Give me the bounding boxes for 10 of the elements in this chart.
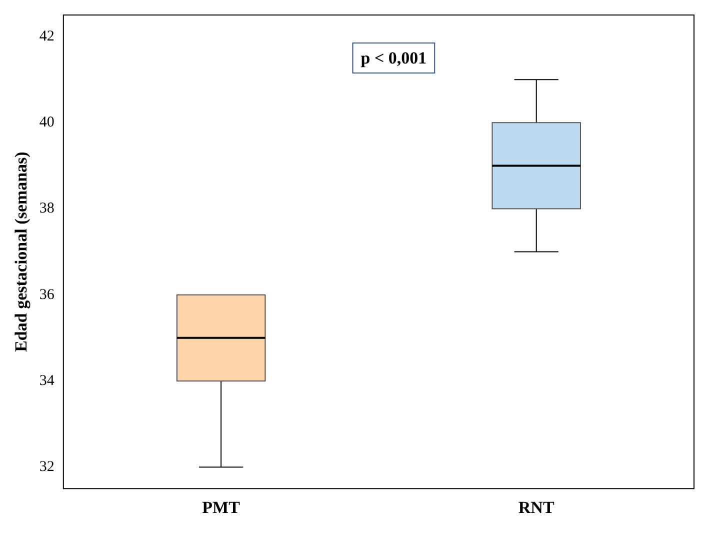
y-tick-label: 32 [39,459,54,476]
y-tick-label: 34 [39,372,55,389]
annotation: p < 0,001 [360,48,427,68]
y-tick-label: 42 [39,28,54,44]
y-axis-title: Edad gestacional (semanas) [12,152,31,352]
x-tick-label: PMT [202,498,241,518]
y-tick-label: 40 [39,114,54,131]
y-tick-label: 36 [39,286,55,303]
x-tick-label: RNT [518,498,555,518]
y-tick-label: 38 [39,200,54,217]
